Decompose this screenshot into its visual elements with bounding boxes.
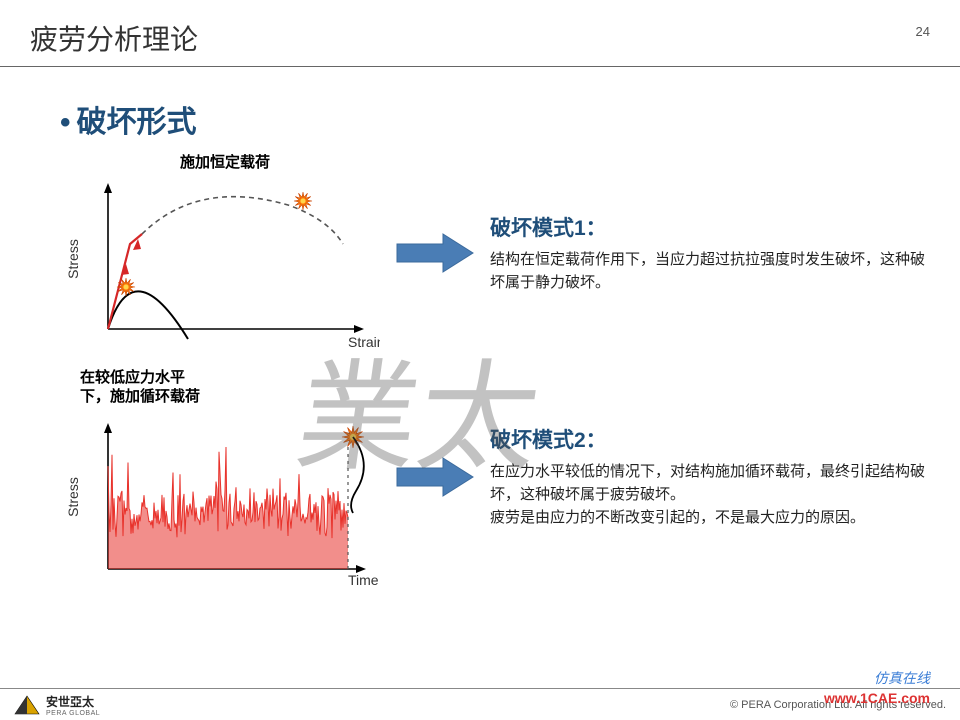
watermark-url: www.1CAE.com: [824, 690, 930, 706]
svg-text:Time: Time: [348, 572, 379, 586]
chart1-caption: 施加恒定载荷: [60, 153, 390, 173]
mode1-title: 破坏模式1：: [490, 212, 930, 242]
section-title-text: 破坏形式: [77, 106, 197, 139]
chart2-caption: 在较低应力水平下，施加循环载荷: [80, 368, 200, 407]
footer-logo: 安世亞太 PERA GLOBAL: [14, 693, 100, 717]
stress-strain-chart: Stress Strain: [60, 179, 380, 354]
page-title: 疲劳分析理论: [30, 18, 930, 58]
logo-subtext: PERA GLOBAL: [46, 710, 100, 717]
arrow-icon: [395, 230, 475, 276]
svg-text:Stress: Stress: [65, 239, 81, 279]
section-title: •破坏形式: [60, 97, 930, 141]
logo-triangle-icon: [14, 694, 40, 716]
bullet-icon: •: [60, 106, 71, 139]
mode2-title: 破坏模式2：: [490, 424, 930, 454]
mode2-body2: 疲劳是由应力的不断改变引起的，不是最大应力的原因。: [490, 506, 930, 529]
svg-text:Strain: Strain: [348, 334, 380, 350]
mode2-body1: 在应力水平较低的情况下，对结构施加循环载荷，最终引起结构破坏，这种破坏属于疲劳破…: [490, 460, 930, 507]
mode1-body: 结构在恒定载荷作用下，当应力超过抗拉强度时发生破坏，这种破坏属于静力破坏。: [490, 248, 930, 295]
watermark-cn: 仿真在线: [874, 668, 930, 688]
svg-text:Stress: Stress: [65, 477, 81, 517]
page-number: 24: [916, 24, 930, 39]
stress-time-chart: Stress Time: [60, 411, 380, 586]
logo-text: 安世亞太: [46, 693, 100, 710]
arrow-icon: [395, 454, 475, 500]
